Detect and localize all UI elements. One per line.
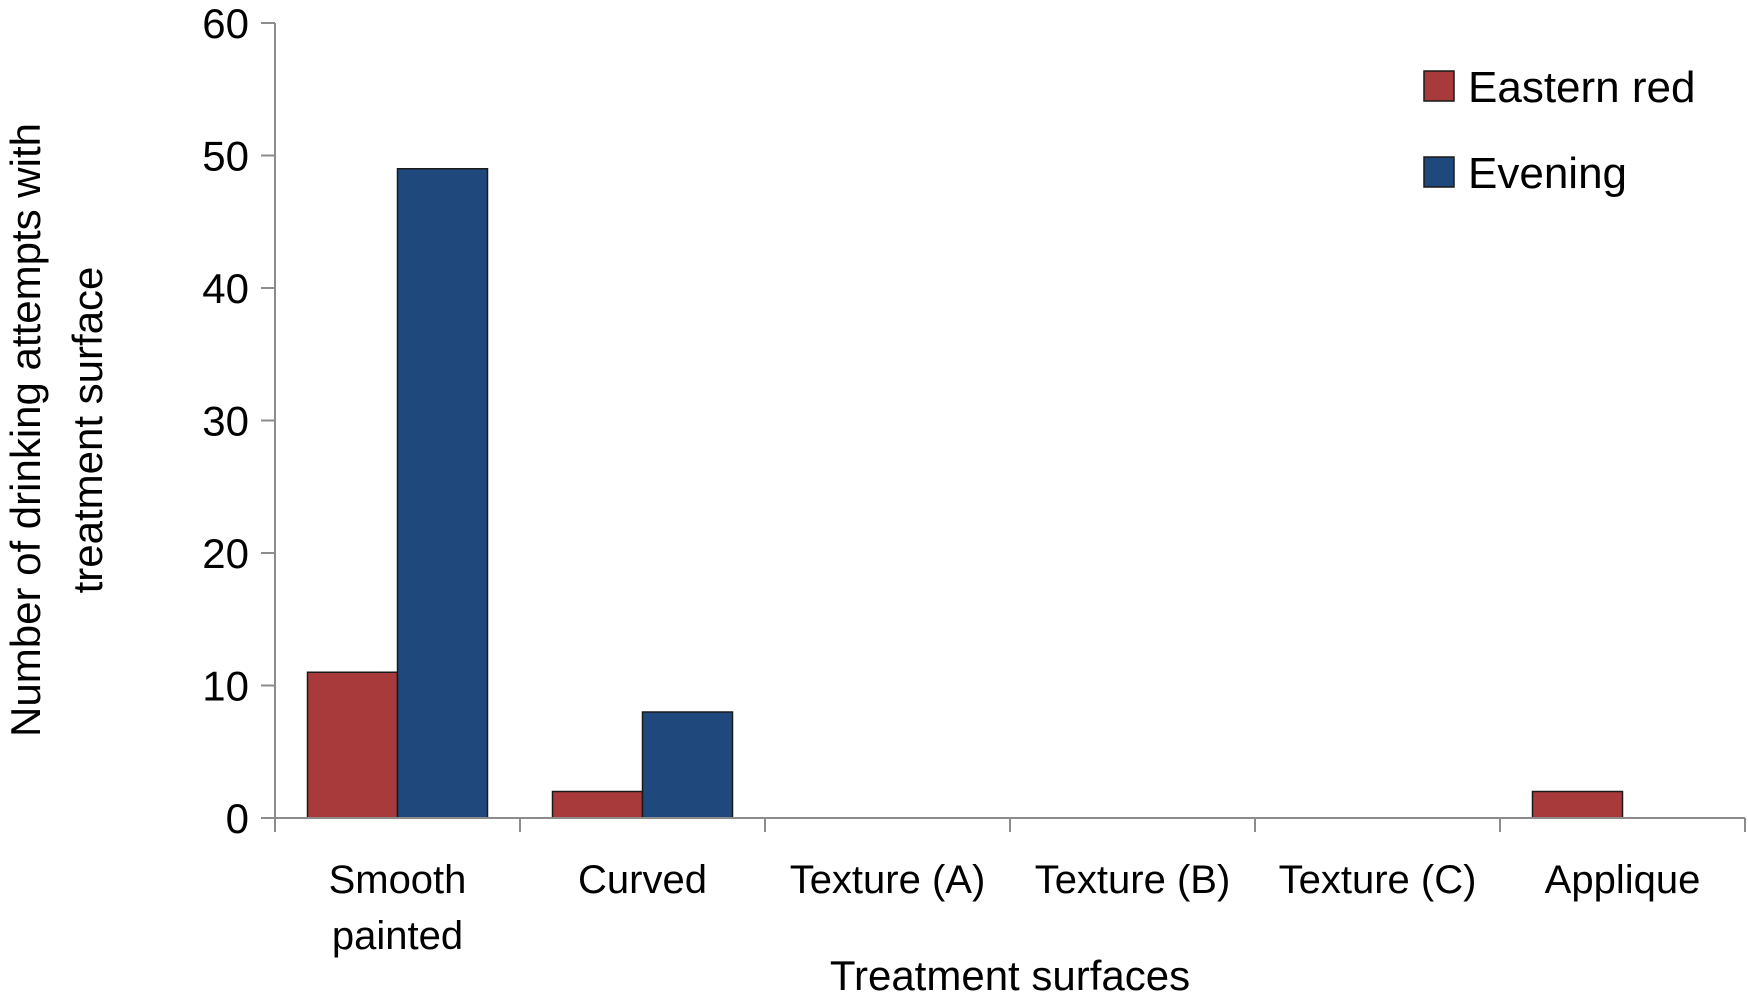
- y-tick-label: 50: [202, 133, 249, 180]
- y-tick-label: 10: [202, 663, 249, 710]
- y-tick-label: 20: [202, 530, 249, 577]
- y-tick-label: 60: [202, 0, 249, 47]
- bar-evening-0: [396, 168, 489, 819]
- x-tick-label: Smooth painted: [329, 858, 467, 958]
- bar-eastern-red-0: [306, 671, 399, 819]
- x-tick-label: Curved: [578, 858, 707, 902]
- legend-label-evening: Evening: [1468, 149, 1627, 198]
- y-tick-label: 30: [202, 398, 249, 445]
- x-tick-label: Applique: [1545, 858, 1701, 902]
- legend: Eastern red Evening: [1423, 63, 1695, 198]
- x-axis-title: Treatment surfaces: [830, 952, 1190, 998]
- x-tick-label: Texture (A): [790, 858, 986, 902]
- x-tick-label: Texture (B): [1035, 858, 1231, 902]
- x-tick-label: Texture (C): [1279, 858, 1477, 902]
- y-axis-title: Number of drinking attempts with treatmen…: [2, 123, 111, 737]
- y-tick-label: 40: [202, 265, 249, 312]
- legend-swatch-evening: [1423, 156, 1455, 188]
- bar-eastern-red-5: [1531, 790, 1624, 819]
- legend-swatch-eastern-red: [1423, 70, 1455, 102]
- legend-label-eastern-red: Eastern red: [1468, 63, 1695, 112]
- y-tick-label: 0: [226, 795, 249, 842]
- bar-evening-1: [641, 711, 734, 819]
- bar-eastern-red-1: [551, 790, 644, 819]
